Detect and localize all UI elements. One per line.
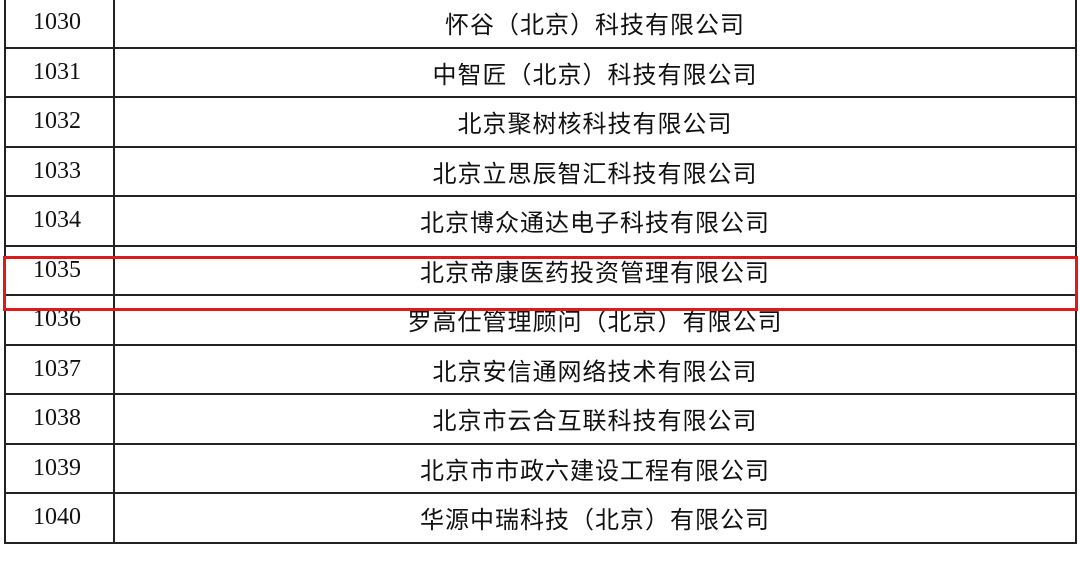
company-name: 怀谷（北京）科技有限公司 (113, 0, 1077, 49)
table-row: 1036 罗高仕管理顾问（北京）有限公司 (4, 294, 1077, 346)
company-name: 中智匠（北京）科技有限公司 (113, 46, 1077, 98)
table-row: 1039 北京市市政六建设工程有限公司 (4, 442, 1077, 494)
table-row: 1037 北京安信通网络技术有限公司 (4, 343, 1077, 395)
company-name: 北京帝康医药投资管理有限公司 (113, 244, 1077, 296)
row-number: 1040 (4, 492, 115, 544)
company-name: 北京市市政六建设工程有限公司 (113, 442, 1077, 494)
table-row: 1034 北京博众通达电子科技有限公司 (4, 195, 1077, 247)
row-number: 1036 (4, 294, 115, 346)
table-row: 1038 北京市云合互联科技有限公司 (4, 393, 1077, 445)
company-name: 华源中瑞科技（北京）有限公司 (113, 492, 1077, 544)
row-number: 1035 (4, 244, 115, 296)
row-number: 1032 (4, 96, 115, 148)
table-row: 1031 中智匠（北京）科技有限公司 (4, 46, 1077, 98)
row-number: 1031 (4, 46, 115, 98)
company-list-table: 1030 怀谷（北京）科技有限公司 1031 中智匠（北京）科技有限公司 1032 北京聚… (4, 0, 1077, 544)
row-number: 1037 (4, 343, 115, 395)
table-row: 1030 怀谷（北京）科技有限公司 (4, 0, 1077, 49)
company-name: 北京聚树核科技有限公司 (113, 96, 1077, 148)
row-number: 1033 (4, 145, 115, 197)
row-number: 1038 (4, 393, 115, 445)
company-name: 北京市云合互联科技有限公司 (113, 393, 1077, 445)
row-number: 1039 (4, 442, 115, 494)
table-row: 1040 华源中瑞科技（北京）有限公司 (4, 492, 1077, 544)
row-number: 1034 (4, 195, 115, 247)
row-number: 1030 (4, 0, 115, 49)
company-name: 北京安信通网络技术有限公司 (113, 343, 1077, 395)
table-row: 1035 北京帝康医药投资管理有限公司 (4, 244, 1077, 296)
company-name: 北京立思辰智汇科技有限公司 (113, 145, 1077, 197)
company-name: 北京博众通达电子科技有限公司 (113, 195, 1077, 247)
company-name: 罗高仕管理顾问（北京）有限公司 (113, 294, 1077, 346)
table-row: 1033 北京立思辰智汇科技有限公司 (4, 145, 1077, 197)
table-row: 1032 北京聚树核科技有限公司 (4, 96, 1077, 148)
